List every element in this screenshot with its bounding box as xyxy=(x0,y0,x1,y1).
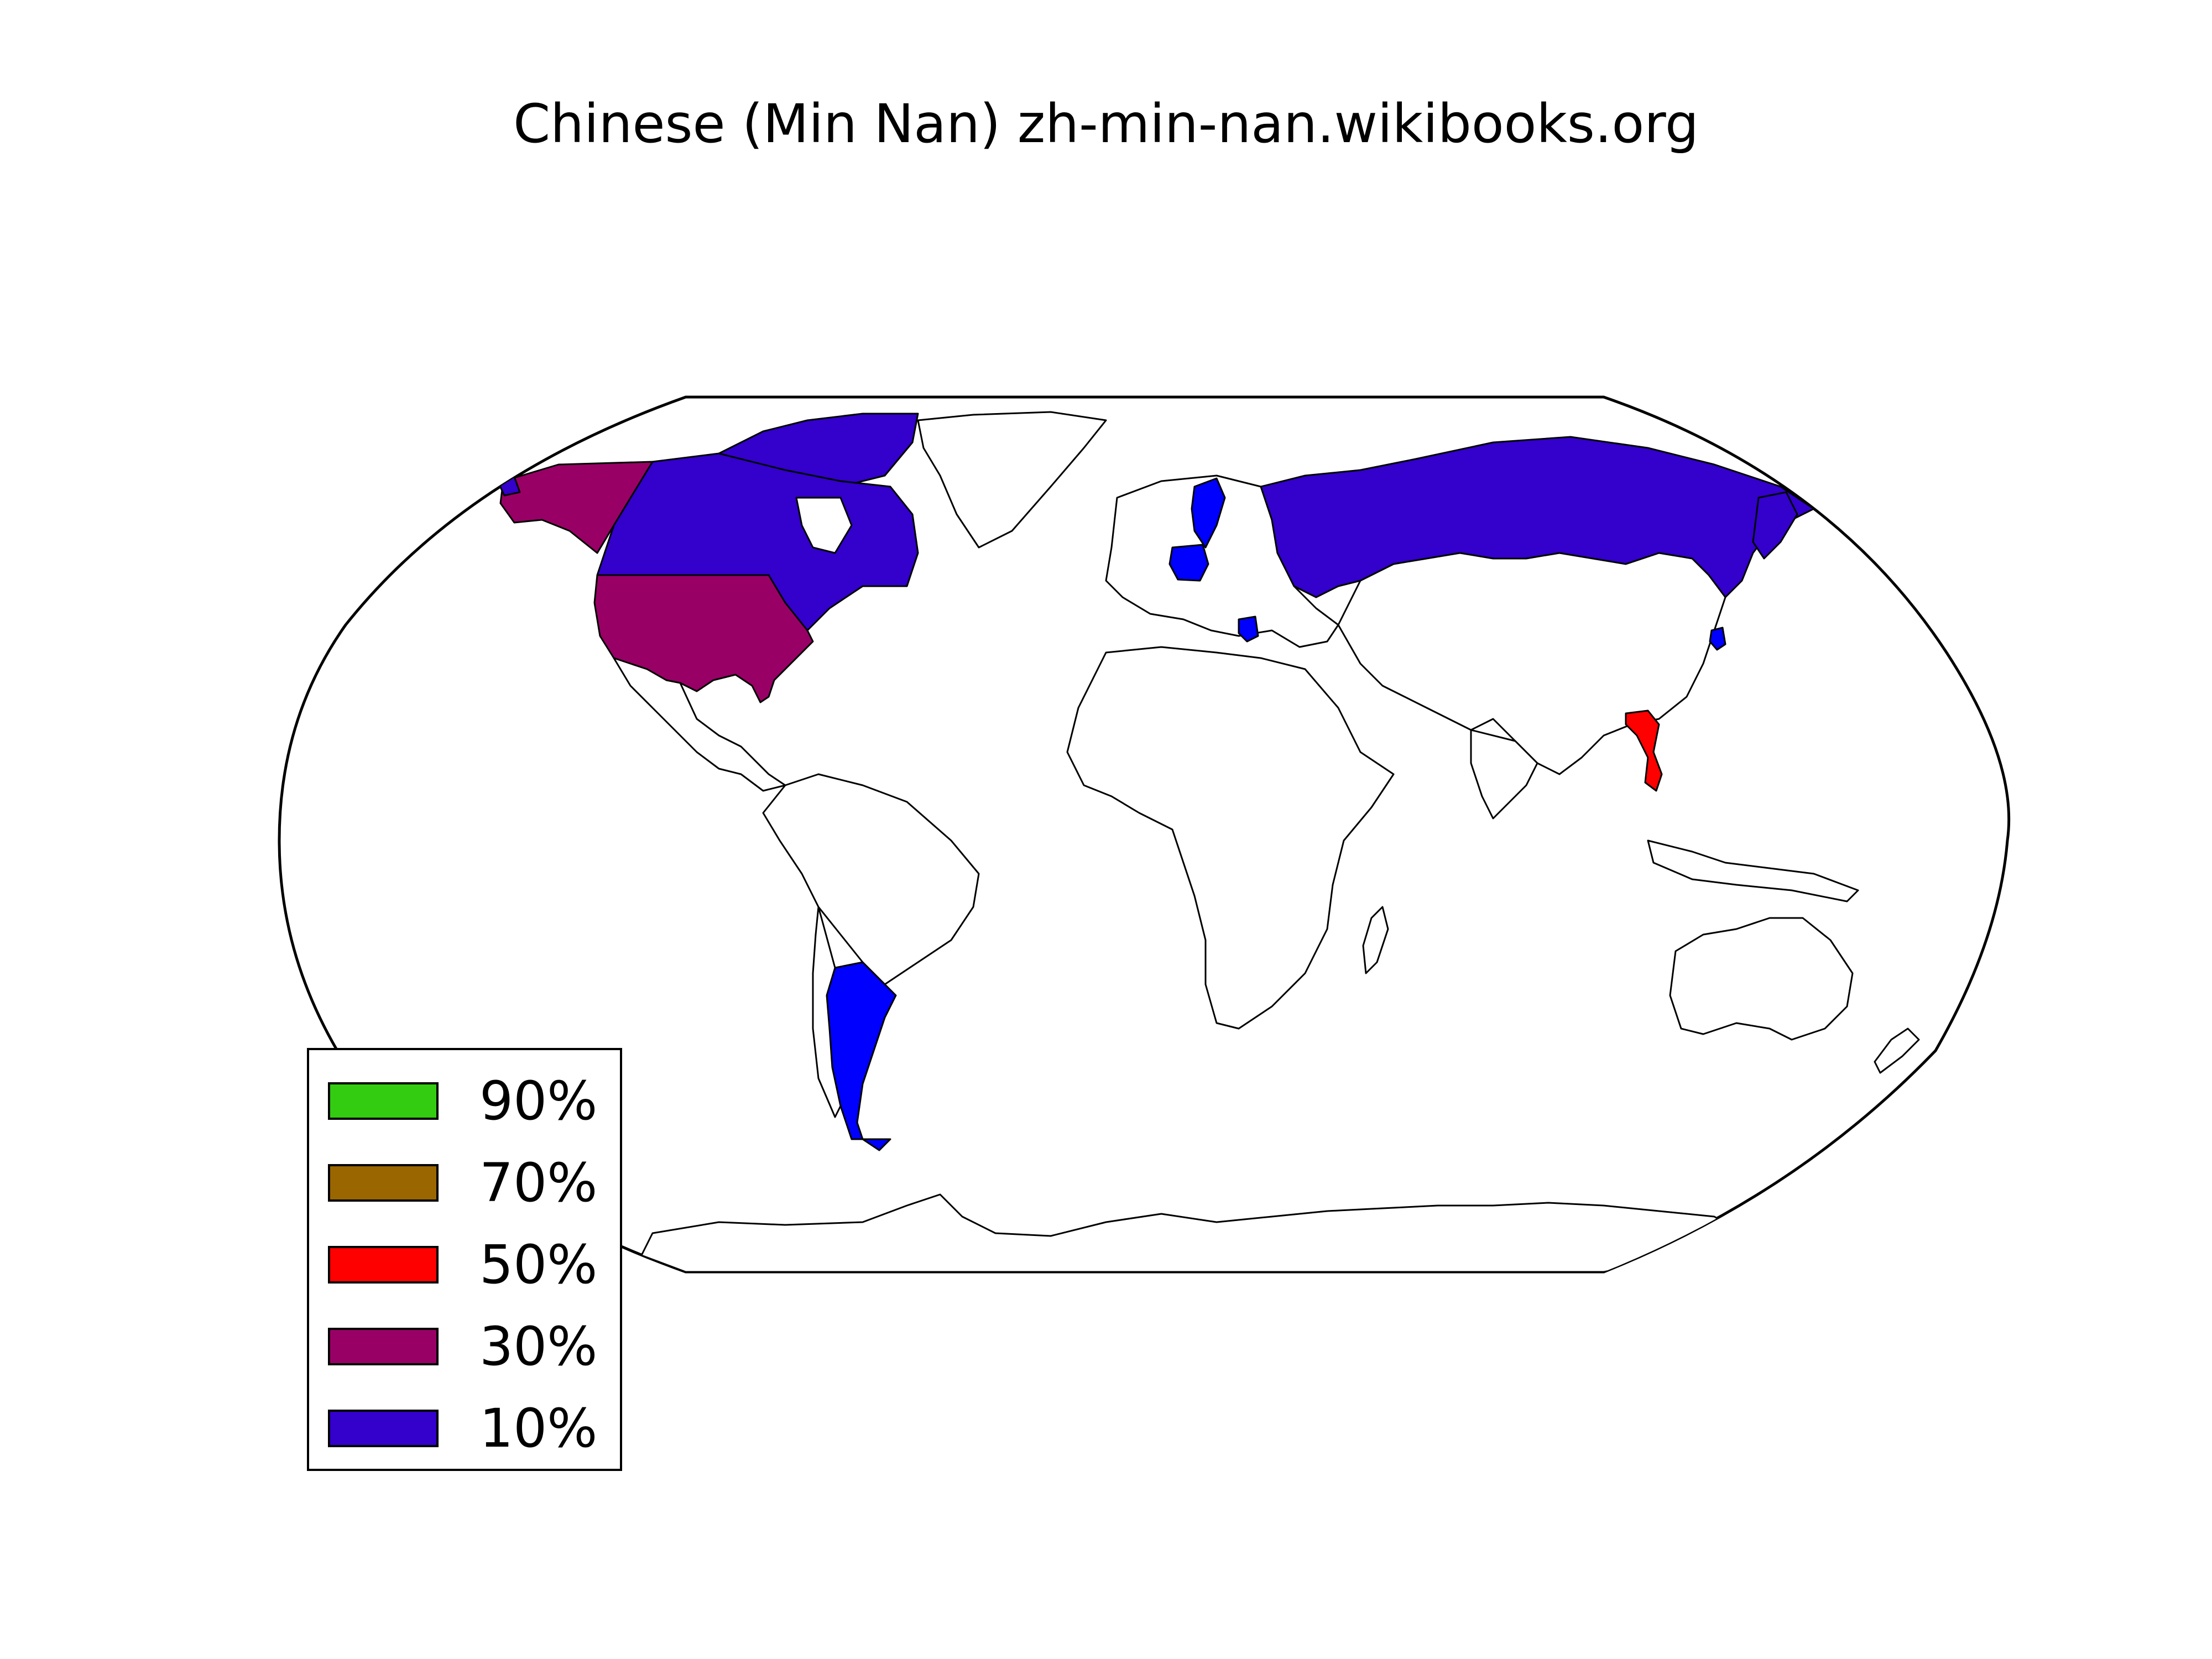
legend-label-70: 70% xyxy=(479,1152,598,1214)
russia-far-east xyxy=(1752,491,1798,560)
madagascar xyxy=(1362,906,1389,974)
south-america-north xyxy=(762,773,980,985)
legend-swatch-90 xyxy=(328,1082,439,1120)
legend-swatch-30 xyxy=(328,1328,439,1365)
legend-item-90: 90% xyxy=(328,1062,597,1140)
hudson-bay xyxy=(795,497,853,554)
australia xyxy=(1669,917,1854,1041)
country-vietnam xyxy=(1625,709,1663,792)
chile xyxy=(812,906,842,1118)
legend-label-30: 30% xyxy=(479,1316,598,1378)
legend-swatch-50 xyxy=(328,1246,439,1284)
country-greece xyxy=(1238,615,1259,643)
legend-label-50: 50% xyxy=(479,1234,598,1296)
india xyxy=(1470,729,1538,820)
greenland xyxy=(917,411,1107,549)
indonesia xyxy=(1647,839,1859,902)
south-korea xyxy=(1709,627,1726,651)
legend-item-70: 70% xyxy=(328,1144,597,1222)
new-zealand xyxy=(1874,1027,1920,1074)
map-title: Chinese (Min Nan) zh-min-nan.wikibooks.o… xyxy=(513,93,1699,155)
legend-label-10: 10% xyxy=(479,1397,598,1459)
country-alaska xyxy=(499,461,654,554)
country-sweden xyxy=(1191,477,1226,549)
legend-item-10: 10% xyxy=(328,1390,597,1467)
legend-item-30: 30% xyxy=(328,1308,597,1385)
legend-swatch-70 xyxy=(328,1164,439,1202)
legend-label-90: 90% xyxy=(479,1070,598,1132)
map-legend: 90% 70% 50% 30% 10% xyxy=(307,1048,622,1471)
legend-item-50: 50% xyxy=(328,1226,597,1303)
legend-swatch-10 xyxy=(328,1410,439,1447)
country-germany xyxy=(1168,544,1209,582)
africa xyxy=(1066,646,1395,1030)
